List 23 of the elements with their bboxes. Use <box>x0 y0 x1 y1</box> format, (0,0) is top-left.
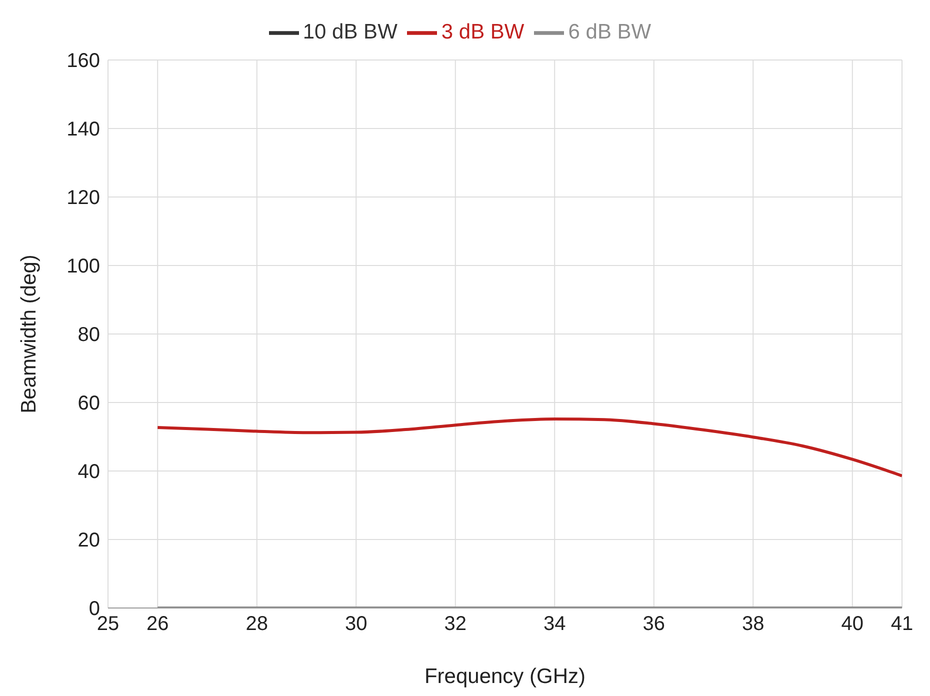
x-tick-label: 26 <box>146 613 169 636</box>
x-tick-label: 41 <box>890 613 914 636</box>
y-tick-label: 120 <box>66 187 100 210</box>
x-tick-label: 38 <box>742 613 764 636</box>
y-tick-label: 20 <box>78 530 100 552</box>
legend-label: 6 dB BW <box>568 20 652 44</box>
x-tick-label: 34 <box>544 613 566 636</box>
x-tick-label: 30 <box>345 613 368 636</box>
y-tick-label: 160 <box>66 50 100 72</box>
y-tick-label: 80 <box>78 324 100 346</box>
x-tick-label: 32 <box>444 613 466 636</box>
legend-label: 3 dB BW <box>441 20 524 44</box>
x-tick-label: 40 <box>841 613 864 636</box>
y-tick-label: 60 <box>78 392 100 415</box>
x-tick-label: 28 <box>246 613 268 636</box>
legend-label: 10 dB BW <box>302 20 398 44</box>
x-tick-label: 25 <box>96 613 120 636</box>
x-tick-label: 36 <box>642 613 665 636</box>
y-tick-label: 100 <box>66 256 100 278</box>
y-tick-label: 40 <box>78 461 100 484</box>
x-axis-title: Frequency (GHz) <box>424 665 586 688</box>
y-axis-title: Beamwidth (deg) <box>17 254 40 414</box>
y-tick-label: 140 <box>66 118 100 141</box>
